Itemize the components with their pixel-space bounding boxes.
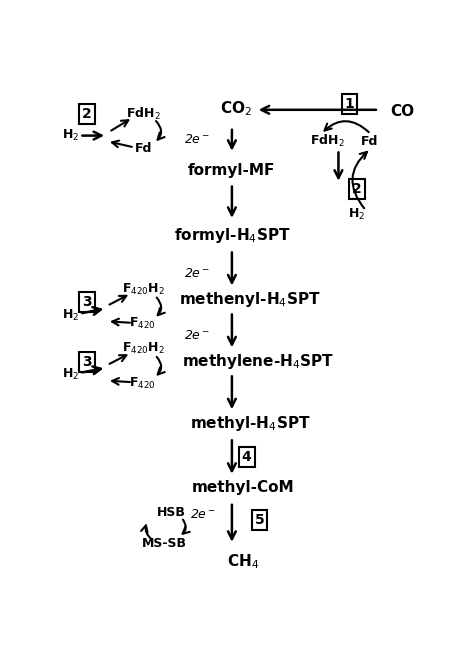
- Text: 2e$^-$: 2e$^-$: [184, 133, 210, 146]
- Text: CH$_4$: CH$_4$: [227, 552, 259, 571]
- Text: formyl-MF: formyl-MF: [188, 163, 275, 178]
- Text: F$_{420}$: F$_{420}$: [128, 376, 155, 391]
- Text: H$_2$: H$_2$: [62, 367, 79, 382]
- Text: Fd: Fd: [361, 135, 378, 148]
- Text: 2e$^-$: 2e$^-$: [190, 509, 216, 521]
- Text: methyl-H$_4$SPT: methyl-H$_4$SPT: [190, 414, 310, 433]
- Text: F$_{420}$H$_2$: F$_{420}$H$_2$: [122, 282, 165, 297]
- Text: H$_2$: H$_2$: [62, 128, 79, 143]
- Text: CO: CO: [391, 104, 415, 119]
- Text: MS-SB: MS-SB: [141, 537, 186, 549]
- Text: 5: 5: [255, 513, 264, 527]
- Text: 1: 1: [345, 96, 355, 111]
- Text: H$_2$: H$_2$: [348, 207, 365, 222]
- Text: 3: 3: [82, 354, 91, 368]
- Text: FdH$_2$: FdH$_2$: [310, 133, 345, 149]
- Text: Fd: Fd: [135, 142, 153, 155]
- Text: 2: 2: [352, 182, 362, 196]
- Text: H$_2$: H$_2$: [62, 308, 79, 323]
- Text: F$_{420}$: F$_{420}$: [128, 316, 155, 332]
- Text: methylene-H$_4$SPT: methylene-H$_4$SPT: [182, 352, 334, 371]
- Text: formyl-H$_4$SPT: formyl-H$_4$SPT: [173, 226, 290, 245]
- Text: 2e$^-$: 2e$^-$: [184, 329, 210, 342]
- Text: 2: 2: [82, 107, 91, 121]
- Text: FdH$_2$: FdH$_2$: [127, 106, 161, 122]
- Text: 2e$^-$: 2e$^-$: [184, 267, 210, 280]
- Text: 3: 3: [82, 295, 91, 310]
- Text: HSB: HSB: [157, 506, 186, 519]
- Text: 4: 4: [242, 450, 252, 464]
- Text: methyl-CoM: methyl-CoM: [191, 480, 294, 495]
- Text: methenyl-H$_4$SPT: methenyl-H$_4$SPT: [179, 289, 321, 309]
- Text: F$_{420}$H$_2$: F$_{420}$H$_2$: [122, 341, 165, 356]
- Text: CO$_2$: CO$_2$: [219, 99, 252, 118]
